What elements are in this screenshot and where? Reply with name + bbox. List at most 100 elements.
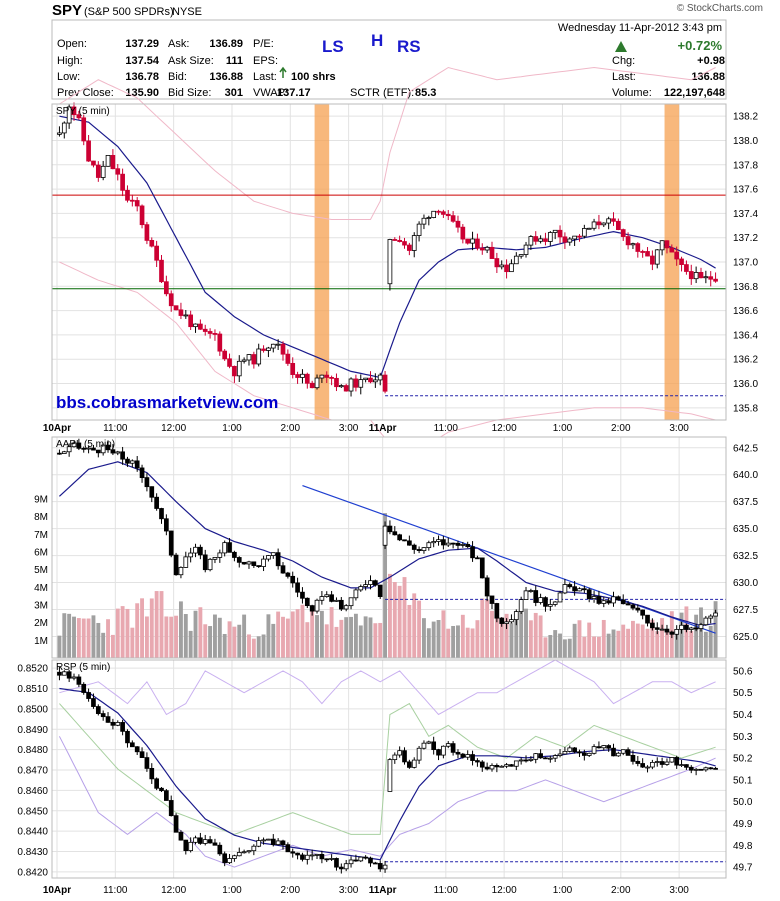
x-tick-label: 1:00 [553,423,573,434]
volume-bar [553,630,558,658]
candle-body [397,750,402,756]
candle-body [431,210,437,218]
candle-body [688,627,694,630]
candle-body [285,353,291,364]
volume-bar [198,607,203,658]
candle-body [475,760,480,763]
candle-body [533,590,539,603]
y-tick-label: 0.8520 [17,664,48,675]
y-tick-label: 136.0 [733,379,758,390]
candle-body [368,580,373,585]
volume-bar [713,601,718,658]
candle-body [460,226,466,240]
candle-body [324,594,330,597]
candle-body [110,721,116,726]
candle-body [266,555,271,560]
candle-body [188,552,194,558]
volume-bar [315,615,319,658]
candle-body [129,199,135,202]
candle-body [489,246,495,259]
candle-body [149,240,155,247]
volume-tick-label: 5M [34,565,48,576]
volume-bar [596,636,601,658]
candle-body [645,766,650,769]
up-arrow-icon [279,66,287,78]
candle-body [450,542,456,545]
volume-bar [470,628,475,658]
candle-body [125,189,130,201]
symbol: SPY [52,2,82,19]
volume-bar [349,616,353,658]
volume-bar [344,617,349,658]
candle-body [91,447,96,451]
volume-bar [285,618,290,658]
candle-body [411,759,417,768]
candle-body [445,542,451,546]
stat-label: Open: [57,38,87,50]
volume-bar [358,625,363,658]
stat-value: 135.90 [125,87,159,99]
volume-bar [353,613,358,658]
candle-body [139,467,145,479]
candle-body [441,745,446,756]
x-axis-spy: 10Apr 11:00 12:00 1:00 2:00 3:00 11Apr 11:00 12:… [43,423,689,434]
highlight-zone [664,104,680,420]
candle-body [650,762,655,768]
y-tick-label: 138.2 [733,112,758,123]
candle-body [499,264,505,268]
candle-body [567,238,573,243]
candle-body [207,839,213,844]
volume-bar [650,619,655,658]
volume-bar [689,630,694,658]
candle-body [154,496,159,509]
volume-bar [125,608,130,658]
panel-title: AAPL (5 min) [56,439,115,450]
candle-body [654,249,660,265]
volume-bar [558,633,562,658]
y-tick-label: 635.0 [733,524,758,535]
candle-body [261,558,266,567]
candle-body [543,757,548,760]
volume-bar [431,621,436,658]
candle-body [358,379,364,388]
candle-body [465,238,471,244]
volume-bar [699,607,703,658]
candle-body [562,751,568,755]
candle-body [465,544,471,548]
y-tick-label: 0.8470 [17,766,48,777]
volume-bar [110,634,115,658]
volume-bar [504,613,509,658]
candle-body [275,840,281,845]
volume-bar [169,616,174,658]
candle-body [129,460,135,464]
volume-tick-label: 8M [34,512,48,523]
volume-bar [490,610,494,658]
volume-bar [256,636,261,658]
candle-body [708,767,714,770]
candle-body [684,624,689,630]
volume-bar [606,633,611,658]
candle-body [100,444,106,454]
y-tick-label: 625.0 [733,632,758,643]
candle-body [168,293,174,307]
candle-body [144,757,150,769]
candle-body [66,671,72,679]
y-tick-label: 627.5 [733,605,758,616]
candle-body [178,309,184,316]
candle-body [509,263,514,273]
x-tick-label: 11:00 [103,885,128,896]
candle-body [363,856,368,859]
x-tick-label: 11:00 [434,423,459,434]
candle-body [533,753,539,760]
volume-bar [422,618,426,658]
candle-body [295,374,300,378]
volume-bar [412,593,417,658]
volume-bar [465,627,470,658]
candle-body [586,752,592,756]
candle-body [134,746,140,753]
symbol-name: (S&P 500 SPDRs) [84,6,174,18]
change-pct: +0.72% [678,38,723,53]
candle-body [105,155,111,167]
volume-bar [397,585,402,658]
candle-body [533,236,539,242]
